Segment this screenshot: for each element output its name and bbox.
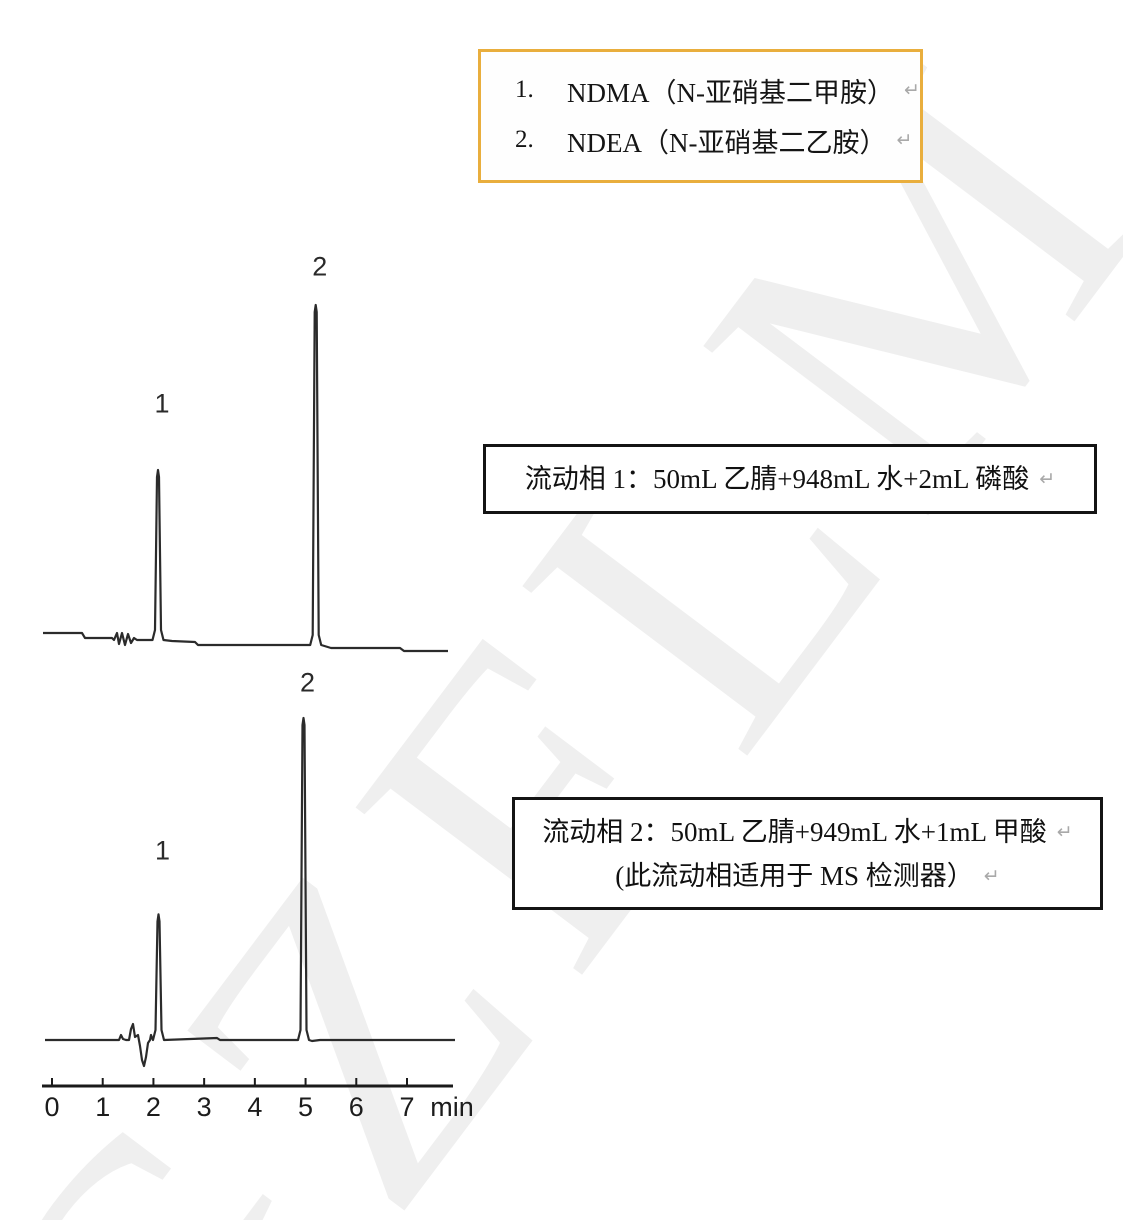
axis-tick-label-4: 4 xyxy=(247,1092,263,1122)
note-text: 流动相 1：50mL 乙腈+948mL 水+2mL 磷酸 xyxy=(524,464,1030,494)
axis-tick-label-6: 6 xyxy=(348,1092,364,1122)
note-text: 流动相 2：50mL 乙腈+949mL 水+1mL 甲酸 xyxy=(542,816,1047,847)
axis-tick-label-3: 3 xyxy=(196,1092,212,1122)
mobile-phase-2-note: 流动相 2：50mL 乙腈+949mL 水+1mL 甲酸 ↵ (此流动相适用于 … xyxy=(512,797,1103,910)
legend-item-ndma: 1. NDMA（N-亚硝基二甲胺） ↵ xyxy=(515,65,920,115)
axis-unit-label: min xyxy=(430,1092,474,1122)
axis-tick-label-7: 7 xyxy=(399,1092,415,1122)
paragraph-return-icon: ↵ xyxy=(904,79,920,101)
paragraph-return-icon: ↵ xyxy=(983,864,1000,887)
mobile-phase-2-text-line1: 流动相 2：50mL 乙腈+949mL 水+1mL 甲酸 ↵ xyxy=(542,810,1072,854)
peak-label-1: 1 xyxy=(154,388,170,419)
peak-identity-legend: 1. NDMA（N-亚硝基二甲胺） ↵ 2. NDEA（N-亚硝基二乙胺） ↵ xyxy=(478,49,923,183)
axis-tick-label-1: 1 xyxy=(95,1092,111,1122)
chromatogram-trace-2 xyxy=(45,716,455,1068)
paragraph-return-icon: ↵ xyxy=(1039,468,1056,490)
legend-item-number: 1. xyxy=(515,76,534,103)
peak-label-2: 2 xyxy=(300,667,316,698)
legend-item-label: NDEA（N-亚硝基二乙胺） xyxy=(567,127,887,158)
legend-item-ndea: 2. NDEA（N-亚硝基二乙胺） ↵ xyxy=(515,115,920,165)
mobile-phase-2-text-line2: (此流动相适用于 MS 检测器） ↵ xyxy=(615,854,999,898)
paragraph-return-icon: ↵ xyxy=(1056,820,1073,843)
peak-label-2: 2 xyxy=(312,251,328,282)
axis-tick-label-5: 5 xyxy=(298,1092,314,1122)
axis-tick-label-0: 0 xyxy=(44,1092,60,1122)
paragraph-return-icon: ↵ xyxy=(896,129,913,151)
legend-item-number: 2. xyxy=(515,126,534,153)
legend-item-label: NDMA（N-亚硝基二甲胺） xyxy=(567,77,894,108)
chromatogram-trace-1 xyxy=(43,303,448,653)
axis-tick-label-2: 2 xyxy=(145,1092,161,1122)
peak-label-1: 1 xyxy=(154,835,170,866)
note-text: (此流动相适用于 MS 检测器） xyxy=(615,860,974,891)
mobile-phase-1-note: 流动相 1：50mL 乙腈+948mL 水+2mL 磷酸 ↵ xyxy=(483,444,1097,514)
mobile-phase-1-text: 流动相 1：50mL 乙腈+948mL 水+2mL 磷酸 ↵ xyxy=(525,457,1055,501)
